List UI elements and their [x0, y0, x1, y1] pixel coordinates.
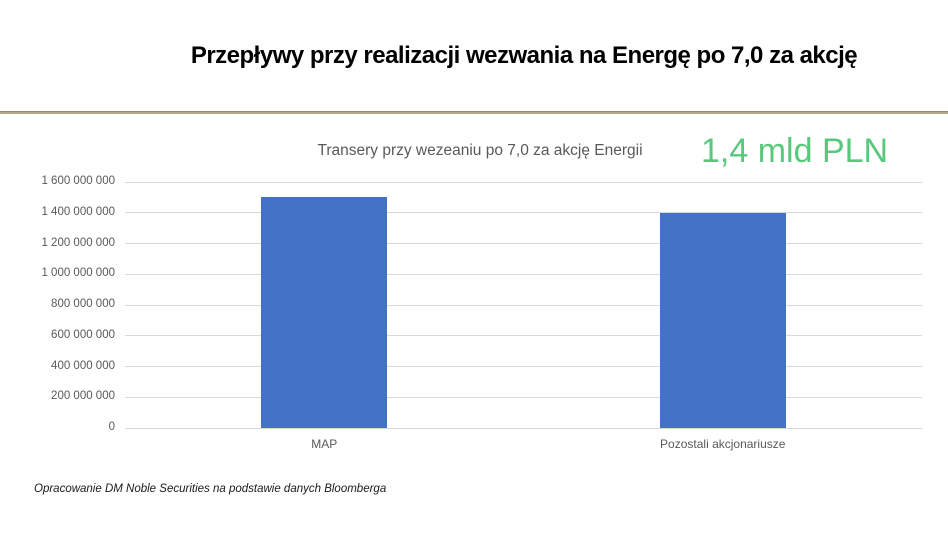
gridline [125, 273, 922, 275]
bar-map [261, 197, 388, 428]
x-category-label: Pozostali akcjonariusze [660, 437, 786, 451]
gridline [125, 181, 922, 183]
y-tick-label: 1 600 000 000 [41, 175, 115, 187]
y-tick-label: 600 000 000 [51, 328, 115, 341]
source-note: Opracowanie DM Noble Securities na podst… [34, 483, 387, 495]
x-category-label: MAP [311, 437, 338, 451]
y-tick-label: 1 400 000 000 [41, 205, 115, 218]
annotation-value: 1,4 mld PLN [701, 132, 889, 170]
gridline [125, 366, 922, 367]
page-title: Przepływy przy realizacji wezwania na En… [190, 42, 858, 69]
gridline [125, 335, 922, 337]
gridline [125, 212, 922, 214]
gridline [125, 396, 922, 398]
y-tick-label: 200 000 000 [51, 390, 115, 403]
gridline [125, 243, 922, 244]
y-tick-label: 400 000 000 [51, 359, 115, 372]
plot-area [125, 181, 922, 429]
gridline [125, 304, 922, 306]
y-tick-label: 1 200 000 000 [41, 236, 115, 249]
title-divider [0, 111, 948, 114]
y-tick-label: 0 [108, 421, 115, 433]
bar-pozostali-akcjonariusze [659, 212, 786, 428]
y-tick-label: 800 000 000 [51, 298, 115, 310]
y-tick-label: 1 000 000 000 [41, 267, 115, 280]
gridline [125, 427, 922, 429]
chart-title: Transery przy wezeaniu po 7,0 za akcję E… [317, 142, 643, 159]
